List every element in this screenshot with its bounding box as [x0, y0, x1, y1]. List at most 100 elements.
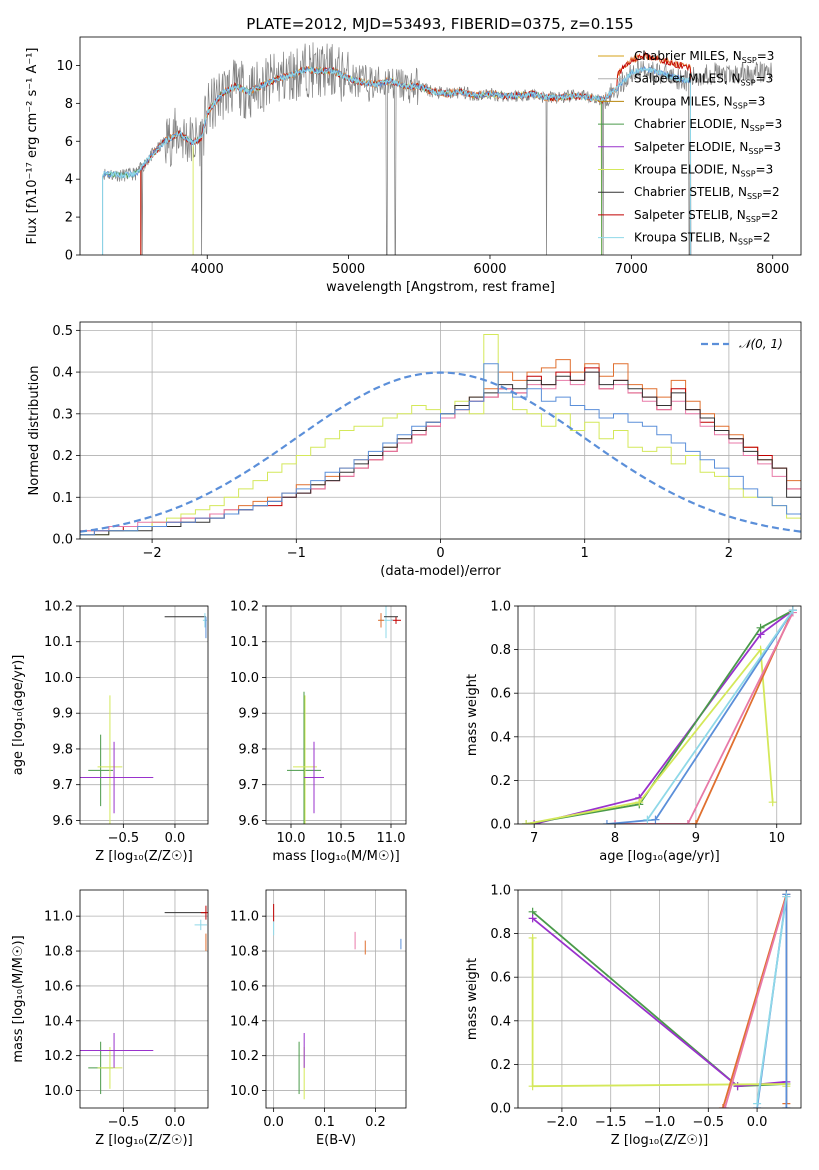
x-axis-label: (data-model)/error: [380, 564, 501, 579]
x-tick-label: 5000: [332, 262, 365, 277]
y-axis-label: Normed distribution: [27, 366, 42, 496]
x-tick-label: 7000: [615, 262, 648, 277]
weight-series-line: [533, 609, 794, 824]
axes-frame: [265, 605, 407, 825]
weight-marker: [602, 820, 611, 824]
y-tick-label: 2: [65, 211, 73, 226]
y-tick-label: 9.7: [238, 778, 259, 793]
y-tick-label: 0.0: [490, 818, 511, 833]
x-tick-label: 2: [725, 546, 733, 561]
y-tick-label: 0.1: [52, 491, 73, 506]
axes-frame: [517, 889, 802, 1109]
y-tick-label: 10.6: [230, 979, 259, 994]
y-tick-label: 0.8: [490, 643, 511, 658]
panel-age_vs_mass: 10.0 10.5 11.0 9.6 9.7 9.8 9.9 10.0 10.1 10.2 mass…: [230, 600, 407, 864]
weight-marker: [768, 798, 777, 807]
legend-entry: 𝒩(0, 1): [739, 337, 783, 351]
y-tick-label: 0.6: [490, 971, 511, 986]
x-tick-label: −1.5: [595, 1115, 627, 1130]
plot-area: [287, 606, 401, 824]
x-tick-label: −0.5: [108, 1115, 140, 1130]
weight-marker: [782, 1104, 791, 1108]
panel-mass_vs_Z: −0.5 0.0 10.0 10.2 10.4 10.6 10.8 11.0 Z [log₁₀(…: [11, 889, 209, 1148]
weight-marker: [530, 820, 539, 824]
plot-area: [528, 890, 791, 1108]
panel-age_vs_Z: −0.5 0.0 9.6 9.7 9.8 9.9 10.0 10.1 10.2 Z [log₁₀(…: [11, 600, 209, 864]
y-tick-label: 11.0: [230, 910, 259, 925]
x-tick-label: 0.1: [314, 1115, 335, 1130]
legend-entry: Kroupa STELIB, NSSP=2: [634, 231, 771, 247]
y-tick-label: 1.0: [490, 600, 511, 615]
y-tick-label: 10.6: [44, 979, 73, 994]
y-tick-label: 0.8: [490, 927, 511, 942]
legend-entry: Salpeter MILES, NSSP=3: [634, 72, 773, 88]
y-axis-label: age [log₁₀(age/yr)]: [11, 655, 26, 776]
x-tick-label: −2.0: [546, 1115, 578, 1130]
plot-area: [80, 613, 207, 824]
y-tick-label: 0.3: [52, 407, 73, 422]
weight-marker: [782, 892, 791, 901]
x-tick-label: 8: [611, 831, 619, 846]
x-tick-label: 7: [530, 831, 538, 846]
legend-entry: Kroupa ELODIE, NSSP=3: [634, 163, 773, 179]
y-tick-label: 9.8: [238, 742, 259, 757]
weight-marker: [651, 815, 660, 824]
spectrum-model-line: [102, 66, 692, 255]
y-tick-label: 10.1: [230, 635, 259, 650]
panel-weight_vs_Z: −2.0 −1.5 −1.0 −0.5 0.0 0.0 0.2 0.4 0.6 0.8 1.0 Z […: [465, 884, 802, 1148]
axes-frame: [79, 889, 209, 1109]
weight-series-line: [525, 647, 774, 824]
panel-residuals: −2 −1 0 1 2 0.0 0.1 0.2 0.3 0.4 0.5 (data-model)/er…: [27, 321, 802, 579]
x-tick-label: 0: [436, 546, 444, 561]
panel-spectrum: 4000 5000 6000 7000 8000 0 2 4 6 8 10 wavelength [A…: [25, 36, 802, 295]
histogram-step: [80, 363, 801, 539]
weight-series-line: [646, 609, 794, 821]
y-tick-label: 10.2: [230, 600, 259, 615]
x-axis-label: wavelength [Angstrom, rest frame]: [326, 280, 555, 295]
y-tick-label: 9.7: [52, 778, 73, 793]
legend-entry: Salpeter STELIB, NSSP=2: [634, 208, 778, 224]
y-tick-label: 0.4: [52, 366, 73, 381]
x-axis-label: Z [log₁₀(Z/Z☉)]: [611, 1133, 708, 1148]
axes-frame: [79, 36, 802, 256]
weight-marker: [522, 820, 531, 824]
axes-frame: [79, 605, 209, 825]
y-tick-label: 10.4: [44, 1014, 73, 1029]
y-tick-label: 9.9: [52, 707, 73, 722]
normal-curve: [80, 371, 801, 533]
x-tick-label: 11.0: [377, 831, 406, 846]
y-tick-label: 4: [65, 173, 73, 188]
y-tick-label: 10.1: [44, 635, 73, 650]
plot-area: [522, 606, 797, 824]
x-axis-label: Z [log₁₀(Z/Z☉)]: [95, 849, 192, 864]
x-tick-label: −1: [287, 546, 306, 561]
plot-area: [273, 903, 402, 1100]
axes-frame: [265, 889, 407, 1109]
y-axis-label: mass weight: [465, 674, 480, 756]
y-tick-label: 8: [65, 97, 73, 112]
y-tick-label: 0.4: [490, 1014, 511, 1029]
x-tick-label: 0.0: [165, 831, 186, 846]
x-tick-label: −0.5: [693, 1115, 725, 1130]
y-tick-label: 0.0: [490, 1102, 511, 1117]
weight-marker: [756, 623, 765, 632]
y-tick-label: 10.2: [230, 1049, 259, 1064]
panel-mass_vs_ebv: 0.0 0.1 0.2 10.0 10.2 10.4 10.6 10.8 11.0 E(B-V): [230, 889, 407, 1148]
y-tick-label: 9.8: [52, 742, 73, 757]
x-tick-label: 10: [768, 831, 785, 846]
x-tick-label: 0.2: [365, 1115, 386, 1130]
x-tick-label: 1: [581, 546, 589, 561]
x-tick-label: 0.0: [263, 1115, 284, 1130]
x-tick-label: 6000: [473, 262, 506, 277]
weight-marker: [720, 1104, 729, 1108]
y-tick-label: 10: [56, 59, 73, 74]
x-tick-label: 9: [692, 831, 700, 846]
weight-marker: [756, 645, 765, 654]
legend-entry: Chabrier STELIB, NSSP=2: [634, 185, 780, 201]
x-tick-label: 0.0: [165, 1115, 186, 1130]
legend-entry: Kroupa MILES, NSSP=3: [634, 94, 765, 110]
y-tick-label: 1.0: [490, 884, 511, 899]
axes-frame: [517, 605, 802, 825]
panel-weight_vs_age: 7 8 9 10 0.0 0.2 0.4 0.6 0.8 1.0 age [log₁₀(age/yr…: [465, 600, 802, 864]
